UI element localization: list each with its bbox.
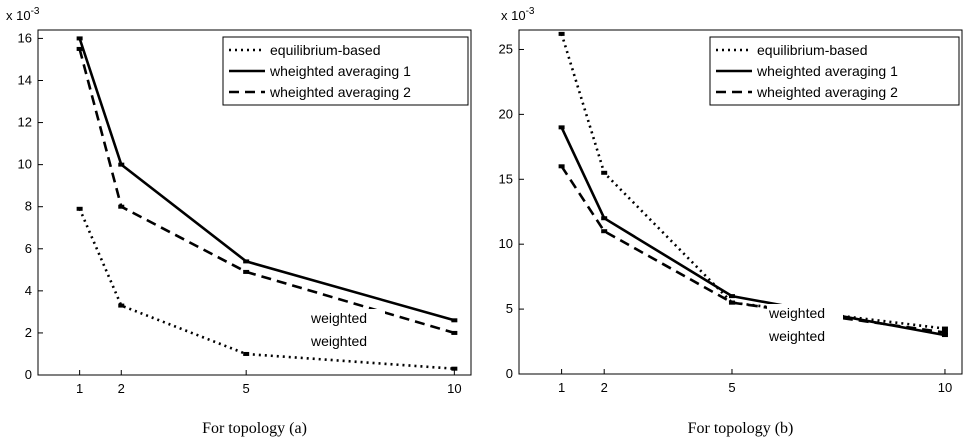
legend-label: equilibrium-based	[757, 42, 868, 58]
x-axis-label: For topology (b)	[688, 420, 794, 437]
annotation-text: weighted	[310, 333, 367, 349]
x-tick-label: 2	[601, 380, 608, 395]
annotation-background	[309, 332, 385, 351]
data-point	[243, 351, 250, 356]
legend-label: wheighted averaging 2	[756, 84, 898, 100]
legend: equilibrium-based wheighted averaging 1 wh…	[222, 36, 469, 106]
y-tick-label: 12	[18, 115, 32, 130]
annotation-text: weighted	[768, 305, 825, 321]
y-tick-label: 0	[506, 366, 513, 381]
data-point	[243, 259, 250, 264]
y-tick-label: 4	[25, 283, 32, 298]
data-point	[558, 164, 565, 169]
annotation-background	[309, 309, 385, 328]
data-point	[118, 204, 125, 209]
annotation-text: weighted	[310, 310, 367, 326]
x-tick-label: 5	[728, 380, 735, 395]
x-tick-label: 5	[243, 381, 250, 396]
y-tick-label: 15	[499, 171, 513, 186]
y-exponent-label: x 10-3	[501, 6, 535, 23]
x-tick-label: 2	[118, 381, 125, 396]
y-tick-label: 10	[499, 236, 513, 251]
legend-label: wheighted averaging 1	[756, 63, 898, 79]
y-tick-label: 0	[25, 367, 32, 382]
plot-area-frame	[518, 29, 963, 375]
legend-label: wheighted averaging 1	[269, 63, 411, 79]
y-tick-label: 16	[18, 30, 32, 45]
data-point	[601, 229, 608, 234]
data-point	[451, 318, 458, 323]
y-tick-label: 5	[506, 301, 513, 316]
data-point	[451, 366, 458, 371]
legend-label: wheighted averaging 2	[269, 84, 411, 100]
y-tick-label: 20	[499, 106, 513, 121]
y-tick-label: 8	[25, 199, 32, 214]
data-point	[941, 330, 948, 335]
x-axis-label: For topology (a)	[202, 420, 307, 437]
data-point	[76, 206, 83, 211]
data-point	[728, 300, 735, 305]
data-point	[118, 303, 125, 308]
legend: equilibrium-based wheighted averaging 1 wh…	[709, 36, 960, 106]
annotation-background	[767, 304, 843, 323]
x-tick-label: 10	[938, 380, 952, 395]
series-line-dotted	[78, 208, 455, 370]
series-line-dashed	[78, 48, 455, 335]
data-point	[728, 294, 735, 299]
data-point	[941, 333, 948, 338]
data-point	[941, 326, 948, 331]
series-line-dashed	[560, 165, 946, 334]
data-point	[451, 330, 458, 335]
series-line-solid	[78, 37, 455, 322]
data-point	[558, 31, 565, 36]
x-tick-label: 1	[76, 381, 83, 396]
data-point	[558, 125, 565, 130]
y-tick-label: 2	[25, 325, 32, 340]
series-line-dotted	[560, 33, 946, 330]
annotation-background	[767, 327, 843, 346]
x-tick-label: 10	[447, 381, 461, 396]
plot-area-frame	[37, 29, 472, 376]
annotation-text: weighted	[768, 328, 825, 344]
y-tick-label: 10	[18, 157, 32, 172]
data-point	[118, 162, 125, 167]
data-point	[601, 170, 608, 175]
x-tick-label: 1	[558, 380, 565, 395]
data-point	[76, 36, 83, 41]
legend-label: equilibrium-based	[270, 42, 381, 58]
y-tick-label: 14	[18, 72, 32, 87]
data-point	[243, 269, 250, 274]
data-point	[76, 46, 83, 51]
y-exponent-label: x 10-3	[6, 6, 40, 23]
data-point	[601, 216, 608, 221]
y-tick-label: 6	[25, 241, 32, 256]
y-tick-label: 25	[499, 41, 513, 56]
